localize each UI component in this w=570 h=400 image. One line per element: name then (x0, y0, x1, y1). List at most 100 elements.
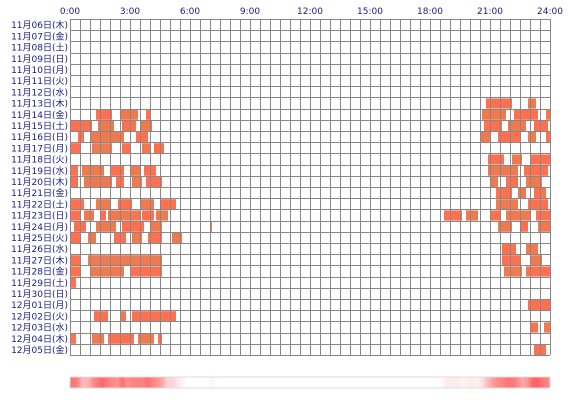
row-label: 12月05日(金) (11, 344, 68, 356)
activity-block (70, 199, 84, 210)
activity-block (108, 210, 140, 221)
activity-block (154, 143, 164, 154)
activity-block (88, 232, 96, 243)
activity-block (92, 143, 112, 154)
activity-block (122, 221, 144, 232)
activity-block (506, 176, 518, 187)
activity-block (84, 176, 112, 187)
activity-block (88, 255, 162, 266)
activity-block (466, 210, 478, 221)
row-label: 11月16日(日) (11, 132, 68, 143)
activity-block (486, 98, 512, 109)
activity-block (482, 109, 506, 120)
activity-block (142, 210, 154, 221)
activity-block (526, 176, 542, 187)
row-label: 12月04日(木) (11, 333, 68, 345)
activity-block (98, 120, 114, 131)
activity-block (508, 120, 526, 131)
activity-block (70, 255, 80, 266)
row-label: 11月12日(水) (11, 86, 68, 98)
activity-block (544, 322, 550, 333)
row-label: 11月13日(木) (11, 98, 68, 110)
activity-block (96, 199, 110, 210)
activity-block (150, 221, 162, 232)
row-label: 11月10日(月) (11, 65, 68, 76)
activity-block (498, 221, 512, 232)
activity-block (528, 199, 548, 210)
activity-block (100, 210, 106, 221)
activity-block (498, 132, 520, 143)
activity-block (484, 120, 502, 131)
x-tick-label: 15:00 (357, 7, 383, 17)
activity-block (70, 165, 78, 176)
activity-block (132, 232, 142, 243)
row-labels: 11月06日(木)11月07日(金)11月08日(土)11月09日(日)11月1… (11, 19, 68, 356)
summary-density-bar (69, 376, 551, 389)
activity-block (488, 165, 518, 176)
activity-block (70, 333, 76, 344)
activity-block (528, 98, 536, 109)
activity-block (480, 132, 490, 143)
row-label: 11月19日(水) (11, 165, 68, 177)
activity-block (82, 165, 104, 176)
activity-block (84, 210, 94, 221)
activity-block (132, 311, 176, 322)
row-label: 11月21日(金) (11, 187, 68, 199)
activity-block (514, 109, 538, 120)
activity-block (110, 165, 124, 176)
activity-block (520, 221, 528, 232)
activity-block (444, 210, 462, 221)
activity-block (130, 165, 140, 176)
activity-block (502, 244, 516, 255)
activity-block (546, 132, 550, 143)
row-label: 11月20日(木) (11, 176, 68, 188)
activity-block (138, 333, 154, 344)
activity-block (130, 266, 162, 277)
x-tick-label: 18:00 (417, 7, 443, 17)
activity-block (524, 165, 548, 176)
x-tick-label: 21:00 (477, 7, 503, 17)
activity-block (140, 199, 154, 210)
x-axis-ticks: 0:00 3:00 6:00 9:00 12:00 15:00 18:00 21:00 24:0… (60, 7, 563, 17)
activity-block (526, 266, 550, 277)
row-label: 11月11日(火) (11, 76, 68, 87)
activity-block (160, 199, 176, 210)
activity-block (528, 300, 550, 311)
row-label: 11月18日(火) (11, 155, 68, 166)
summary-bar (69, 376, 551, 389)
activity-block (142, 143, 150, 154)
row-label: 11月17日(月) (11, 143, 68, 154)
row-label: 11月29日(土) (11, 277, 68, 289)
x-tick-label: 6:00 (180, 7, 200, 17)
activity-block (70, 143, 80, 154)
activity-block (90, 132, 124, 143)
activity-block (92, 333, 104, 344)
activity-block (496, 188, 512, 199)
row-label: 12月01日(月) (11, 300, 68, 311)
activity-block (518, 188, 526, 199)
x-tick-label: 3:00 (120, 7, 140, 17)
row-label: 12月03日(水) (11, 322, 68, 334)
activity-block (156, 210, 168, 221)
activity-block (70, 266, 80, 277)
activity-block (536, 210, 550, 221)
activity-block (70, 232, 80, 243)
activity-block (530, 255, 542, 266)
activity-block (122, 120, 136, 131)
row-label: 11月06日(木) (11, 19, 68, 31)
row-label: 11月15日(土) (11, 120, 68, 132)
row-label: 11月27日(木) (11, 254, 68, 266)
activity-block (96, 221, 116, 232)
activity-block (118, 199, 132, 210)
activity-block (506, 210, 530, 221)
activity-block (146, 109, 150, 120)
activity-block (148, 232, 162, 243)
activity-block (530, 322, 538, 333)
activity-block (490, 176, 498, 187)
row-label: 11月22日(土) (11, 198, 68, 210)
activity-block (122, 143, 130, 154)
activity-block (120, 109, 138, 120)
row-label: 11月28日(金) (11, 266, 68, 278)
activity-block (496, 199, 518, 210)
